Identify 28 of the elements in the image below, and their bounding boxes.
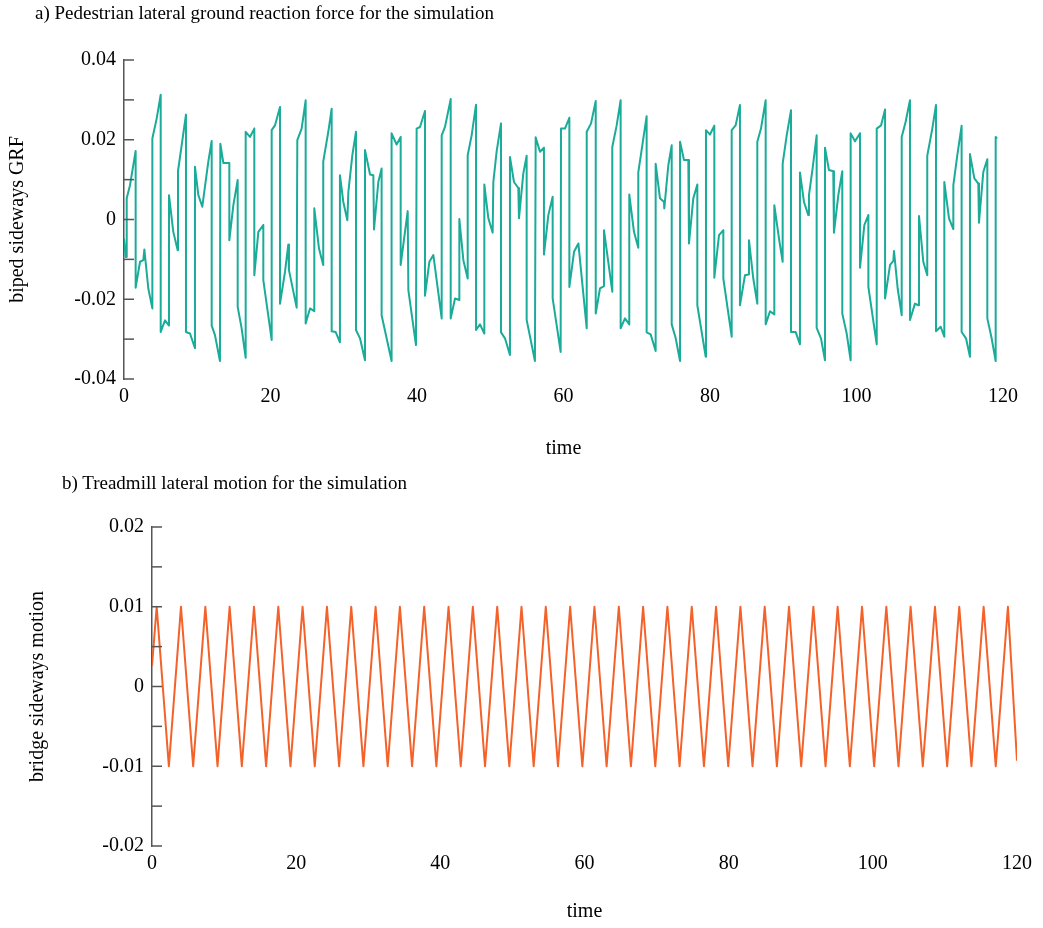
x-tick-label: 20 xyxy=(286,851,307,874)
chart-title: a) Pedestrian lateral ground reaction force for the simulation xyxy=(35,2,494,24)
chart-title: b) Treadmill lateral motion for the simulation xyxy=(62,472,408,494)
y-tick-label: 0.01 xyxy=(109,594,144,616)
y-tick-label: 0 xyxy=(106,206,116,229)
x-tick-label: 40 xyxy=(430,851,451,874)
x-axis-title: time xyxy=(545,436,582,459)
y-tick-label: -0.04 xyxy=(74,366,116,389)
y-axis-title: bridge sideways motion xyxy=(25,590,49,783)
y-axis-title: biped sideways GRF xyxy=(5,136,29,303)
y-tick-label: -0.02 xyxy=(74,286,116,309)
x-tick-label: 80 xyxy=(700,384,720,407)
x-tick-label: 80 xyxy=(718,851,739,874)
y-tick-label: 0.04 xyxy=(81,47,116,70)
x-axis-title: time xyxy=(566,899,603,922)
x-tick-label: 100 xyxy=(857,851,888,874)
x-tick-label: 60 xyxy=(574,851,595,874)
y-tick-label: 0.02 xyxy=(81,127,116,149)
x-tick-label: 100 xyxy=(841,384,872,407)
x-tick-label: 120 xyxy=(988,384,1018,407)
x-tick-label: 40 xyxy=(407,384,427,407)
y-tick-label: 0.02 xyxy=(109,514,144,537)
x-tick-label: 60 xyxy=(553,384,574,407)
x-tick-label: 120 xyxy=(1002,851,1032,874)
y-tick-label: -0.02 xyxy=(102,833,144,856)
x-tick-label: 20 xyxy=(260,384,281,407)
y-tick-label: 0 xyxy=(134,673,144,696)
y-tick-label: -0.01 xyxy=(102,753,144,776)
